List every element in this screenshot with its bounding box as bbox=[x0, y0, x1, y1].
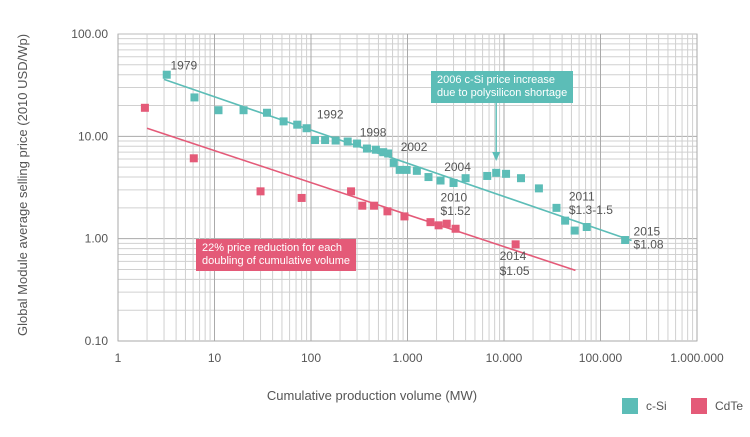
x-tick-label: 100 bbox=[301, 351, 321, 365]
c-si-data-point bbox=[534, 184, 543, 193]
c-si-data-point bbox=[302, 124, 311, 133]
c-si-data-point bbox=[502, 169, 511, 178]
c-si-legend-label: c-Si bbox=[646, 399, 667, 413]
c-si-data-point bbox=[436, 176, 445, 185]
cdte-callout-line-2: doubling of cumulative volume bbox=[202, 255, 350, 267]
c-si-data-point bbox=[516, 174, 525, 183]
x-tick-label: 1.000.000 bbox=[670, 351, 724, 365]
y-axis-label: Global Module average selling price (201… bbox=[15, 34, 30, 336]
c-si-data-point bbox=[190, 93, 199, 102]
csi-price-increase-callout: 2006 c-Si price increase due to polysili… bbox=[431, 71, 574, 103]
c-si-data-point bbox=[293, 120, 302, 129]
c-si-data-point bbox=[239, 106, 248, 115]
cdte-data-point bbox=[400, 212, 409, 221]
c-si-data-point bbox=[483, 171, 492, 180]
legend-layer: c-Si CdTe bbox=[622, 398, 743, 414]
year-price-annotation: 2015 bbox=[634, 225, 661, 239]
x-tick-label: 1 bbox=[115, 351, 122, 365]
grid-layer bbox=[117, 33, 698, 342]
cdte-learning-rate-callout: 22% price reduction for each doubling of… bbox=[196, 239, 356, 271]
c-si-legend-swatch bbox=[622, 398, 638, 414]
year-price-annotation: 1998 bbox=[360, 125, 387, 139]
year-price-annotation: 1992 bbox=[317, 107, 344, 121]
c-si-data-point bbox=[402, 165, 411, 174]
cdte-data-point bbox=[189, 154, 198, 163]
c-si-data-point bbox=[570, 226, 579, 235]
cdte-legend-swatch bbox=[691, 398, 707, 414]
cdte-data-point bbox=[434, 221, 443, 230]
x-tick-label: 1.000 bbox=[392, 351, 422, 365]
year-price-annotation: $1.52 bbox=[441, 204, 471, 218]
cdte-data-point bbox=[140, 103, 149, 112]
cdte-data-point bbox=[426, 218, 435, 227]
c-si-data-point bbox=[371, 145, 380, 154]
c-si-data-point bbox=[561, 216, 570, 225]
year-price-annotation: 2010 bbox=[441, 191, 468, 205]
cdte-data-point bbox=[358, 201, 367, 210]
c-si-data-point bbox=[621, 236, 630, 245]
csi-callout-arrow-head bbox=[492, 152, 501, 161]
c-si-data-point bbox=[353, 139, 362, 148]
x-axis-label: Cumulative production volume (MW) bbox=[267, 388, 477, 403]
year-price-annotation: 2002 bbox=[401, 140, 428, 154]
cdte-trend-line bbox=[146, 127, 576, 272]
c-si-data-point bbox=[492, 168, 501, 177]
c-si-data-point bbox=[162, 70, 171, 79]
x-tick-label: 10.000 bbox=[486, 351, 523, 365]
c-si-data-point bbox=[362, 144, 371, 153]
csi-callout-line-2: due to polysilicon shortage bbox=[437, 87, 568, 99]
cdte-data-point bbox=[370, 201, 379, 210]
c-si-data-point bbox=[461, 174, 470, 183]
cdte-data-point bbox=[383, 207, 392, 216]
axis-layer: 0.10 1.00 10.00 100.00 1 10 100 1.000 10.000 100.… bbox=[71, 27, 724, 365]
c-si-data-point bbox=[395, 165, 404, 174]
x-tick-label: 10 bbox=[208, 351, 222, 365]
point-layer bbox=[140, 70, 630, 249]
cdte-callout-line-1: 22% price reduction for each bbox=[202, 242, 343, 254]
cdte-data-point bbox=[347, 187, 356, 196]
c-si-data-point bbox=[263, 108, 272, 117]
cdte-legend-label: CdTe bbox=[715, 399, 743, 413]
year-price-annotation: 2004 bbox=[444, 160, 471, 174]
c-si-data-point bbox=[389, 158, 398, 167]
cdte-data-point bbox=[511, 240, 520, 249]
csi-callout-line-1: 2006 c-Si price increase bbox=[437, 74, 556, 86]
c-si-data-point bbox=[412, 166, 421, 175]
year-price-annotation: 1979 bbox=[171, 58, 198, 72]
y-tick-label: 100.00 bbox=[71, 27, 108, 41]
year-price-annotation: 2014 bbox=[500, 249, 527, 263]
annotation-layer: 197919921998200220042011$1.3-1.52015$1.0… bbox=[171, 58, 664, 278]
year-price-annotation: $1.05 bbox=[500, 264, 530, 278]
c-si-data-point bbox=[384, 149, 393, 158]
c-si-data-point bbox=[214, 106, 223, 115]
c-si-data-point bbox=[552, 203, 561, 212]
year-price-annotation: $1.08 bbox=[634, 238, 664, 252]
year-price-annotation: 2011 bbox=[569, 190, 595, 204]
x-tick-label: 100.000 bbox=[579, 351, 623, 365]
c-si-data-point bbox=[449, 178, 458, 187]
cdte-data-point bbox=[256, 187, 265, 196]
y-tick-label: 0.10 bbox=[85, 334, 109, 348]
cdte-data-point bbox=[297, 193, 306, 202]
y-tick-label: 10.00 bbox=[78, 129, 108, 143]
c-si-data-point bbox=[582, 223, 591, 232]
c-si-data-point bbox=[279, 117, 288, 126]
year-price-annotation: $1.3-1.5 bbox=[569, 203, 613, 217]
cdte-data-point bbox=[442, 219, 451, 228]
c-si-data-point bbox=[310, 136, 319, 145]
c-si-data-point bbox=[379, 148, 388, 157]
c-si-data-point bbox=[321, 136, 330, 145]
c-si-data-point bbox=[331, 136, 340, 145]
c-si-data-point bbox=[343, 137, 352, 146]
y-tick-label: 1.00 bbox=[85, 232, 109, 246]
cdte-data-point bbox=[451, 224, 460, 233]
c-si-data-point bbox=[424, 173, 433, 182]
